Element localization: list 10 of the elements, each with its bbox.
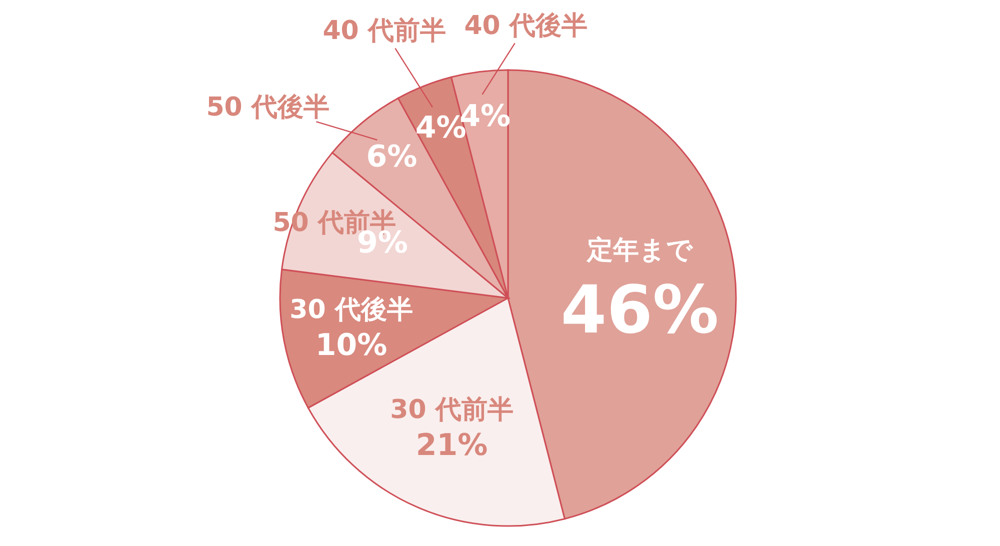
slice-label: 30 代後半: [290, 294, 413, 325]
slice-label: 定年まで: [586, 235, 694, 266]
slice-label: 40 代後半: [464, 11, 588, 41]
data-label: 46%: [560, 271, 719, 348]
data-label: 21%: [416, 428, 488, 464]
slice-label: 30 代前半: [390, 395, 514, 426]
slice-label: 50 代後半: [206, 92, 330, 122]
slice-label: 40 代前半: [322, 16, 446, 46]
data-label: 6%: [366, 139, 418, 174]
data-label: 10%: [315, 328, 388, 363]
